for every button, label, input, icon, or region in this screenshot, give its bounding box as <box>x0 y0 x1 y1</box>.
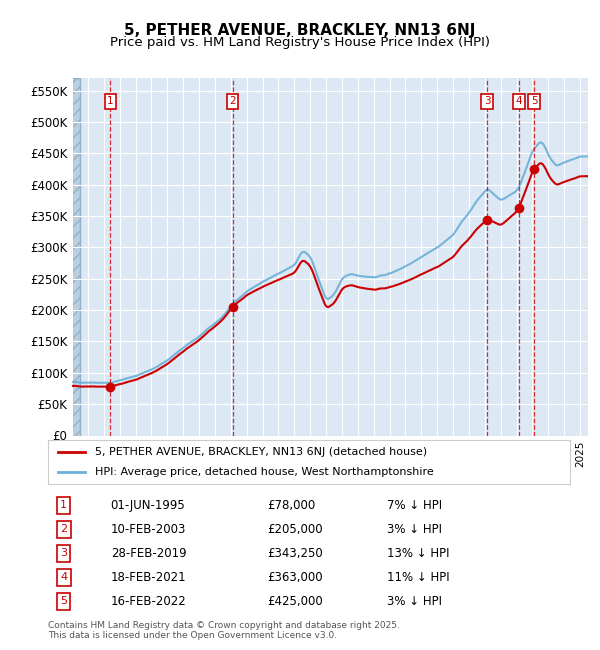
Text: 5, PETHER AVENUE, BRACKLEY, NN13 6NJ: 5, PETHER AVENUE, BRACKLEY, NN13 6NJ <box>124 23 476 38</box>
Text: 3% ↓ HPI: 3% ↓ HPI <box>388 595 442 608</box>
Text: 5: 5 <box>60 597 67 606</box>
Text: 18-FEB-2021: 18-FEB-2021 <box>110 571 186 584</box>
Text: 2: 2 <box>60 525 67 534</box>
Text: £343,250: £343,250 <box>267 547 323 560</box>
Text: 10-FEB-2003: 10-FEB-2003 <box>110 523 186 536</box>
Text: 3: 3 <box>60 549 67 558</box>
Text: 28-FEB-2019: 28-FEB-2019 <box>110 547 186 560</box>
Text: 13% ↓ HPI: 13% ↓ HPI <box>388 547 450 560</box>
Text: 7% ↓ HPI: 7% ↓ HPI <box>388 499 442 512</box>
Text: HPI: Average price, detached house, West Northamptonshire: HPI: Average price, detached house, West… <box>95 467 434 477</box>
Text: 4: 4 <box>515 96 522 106</box>
Text: £205,000: £205,000 <box>267 523 323 536</box>
Text: 16-FEB-2022: 16-FEB-2022 <box>110 595 187 608</box>
Text: 1: 1 <box>107 96 114 106</box>
Text: £363,000: £363,000 <box>267 571 323 584</box>
Text: 5, PETHER AVENUE, BRACKLEY, NN13 6NJ (detached house): 5, PETHER AVENUE, BRACKLEY, NN13 6NJ (de… <box>95 447 427 458</box>
Text: 2: 2 <box>229 96 236 106</box>
Text: 4: 4 <box>60 573 67 582</box>
Text: 1: 1 <box>60 500 67 510</box>
Text: £78,000: £78,000 <box>267 499 316 512</box>
Bar <box>72 78 80 436</box>
Text: Contains HM Land Registry data © Crown copyright and database right 2025.
This d: Contains HM Land Registry data © Crown c… <box>48 621 400 640</box>
Bar <box>72 78 80 436</box>
Text: 3: 3 <box>484 96 490 106</box>
Text: 5: 5 <box>531 96 538 106</box>
Text: 3% ↓ HPI: 3% ↓ HPI <box>388 523 442 536</box>
Text: Price paid vs. HM Land Registry's House Price Index (HPI): Price paid vs. HM Land Registry's House … <box>110 36 490 49</box>
Text: £425,000: £425,000 <box>267 595 323 608</box>
Text: 01-JUN-1995: 01-JUN-1995 <box>110 499 185 512</box>
Text: 11% ↓ HPI: 11% ↓ HPI <box>388 571 450 584</box>
